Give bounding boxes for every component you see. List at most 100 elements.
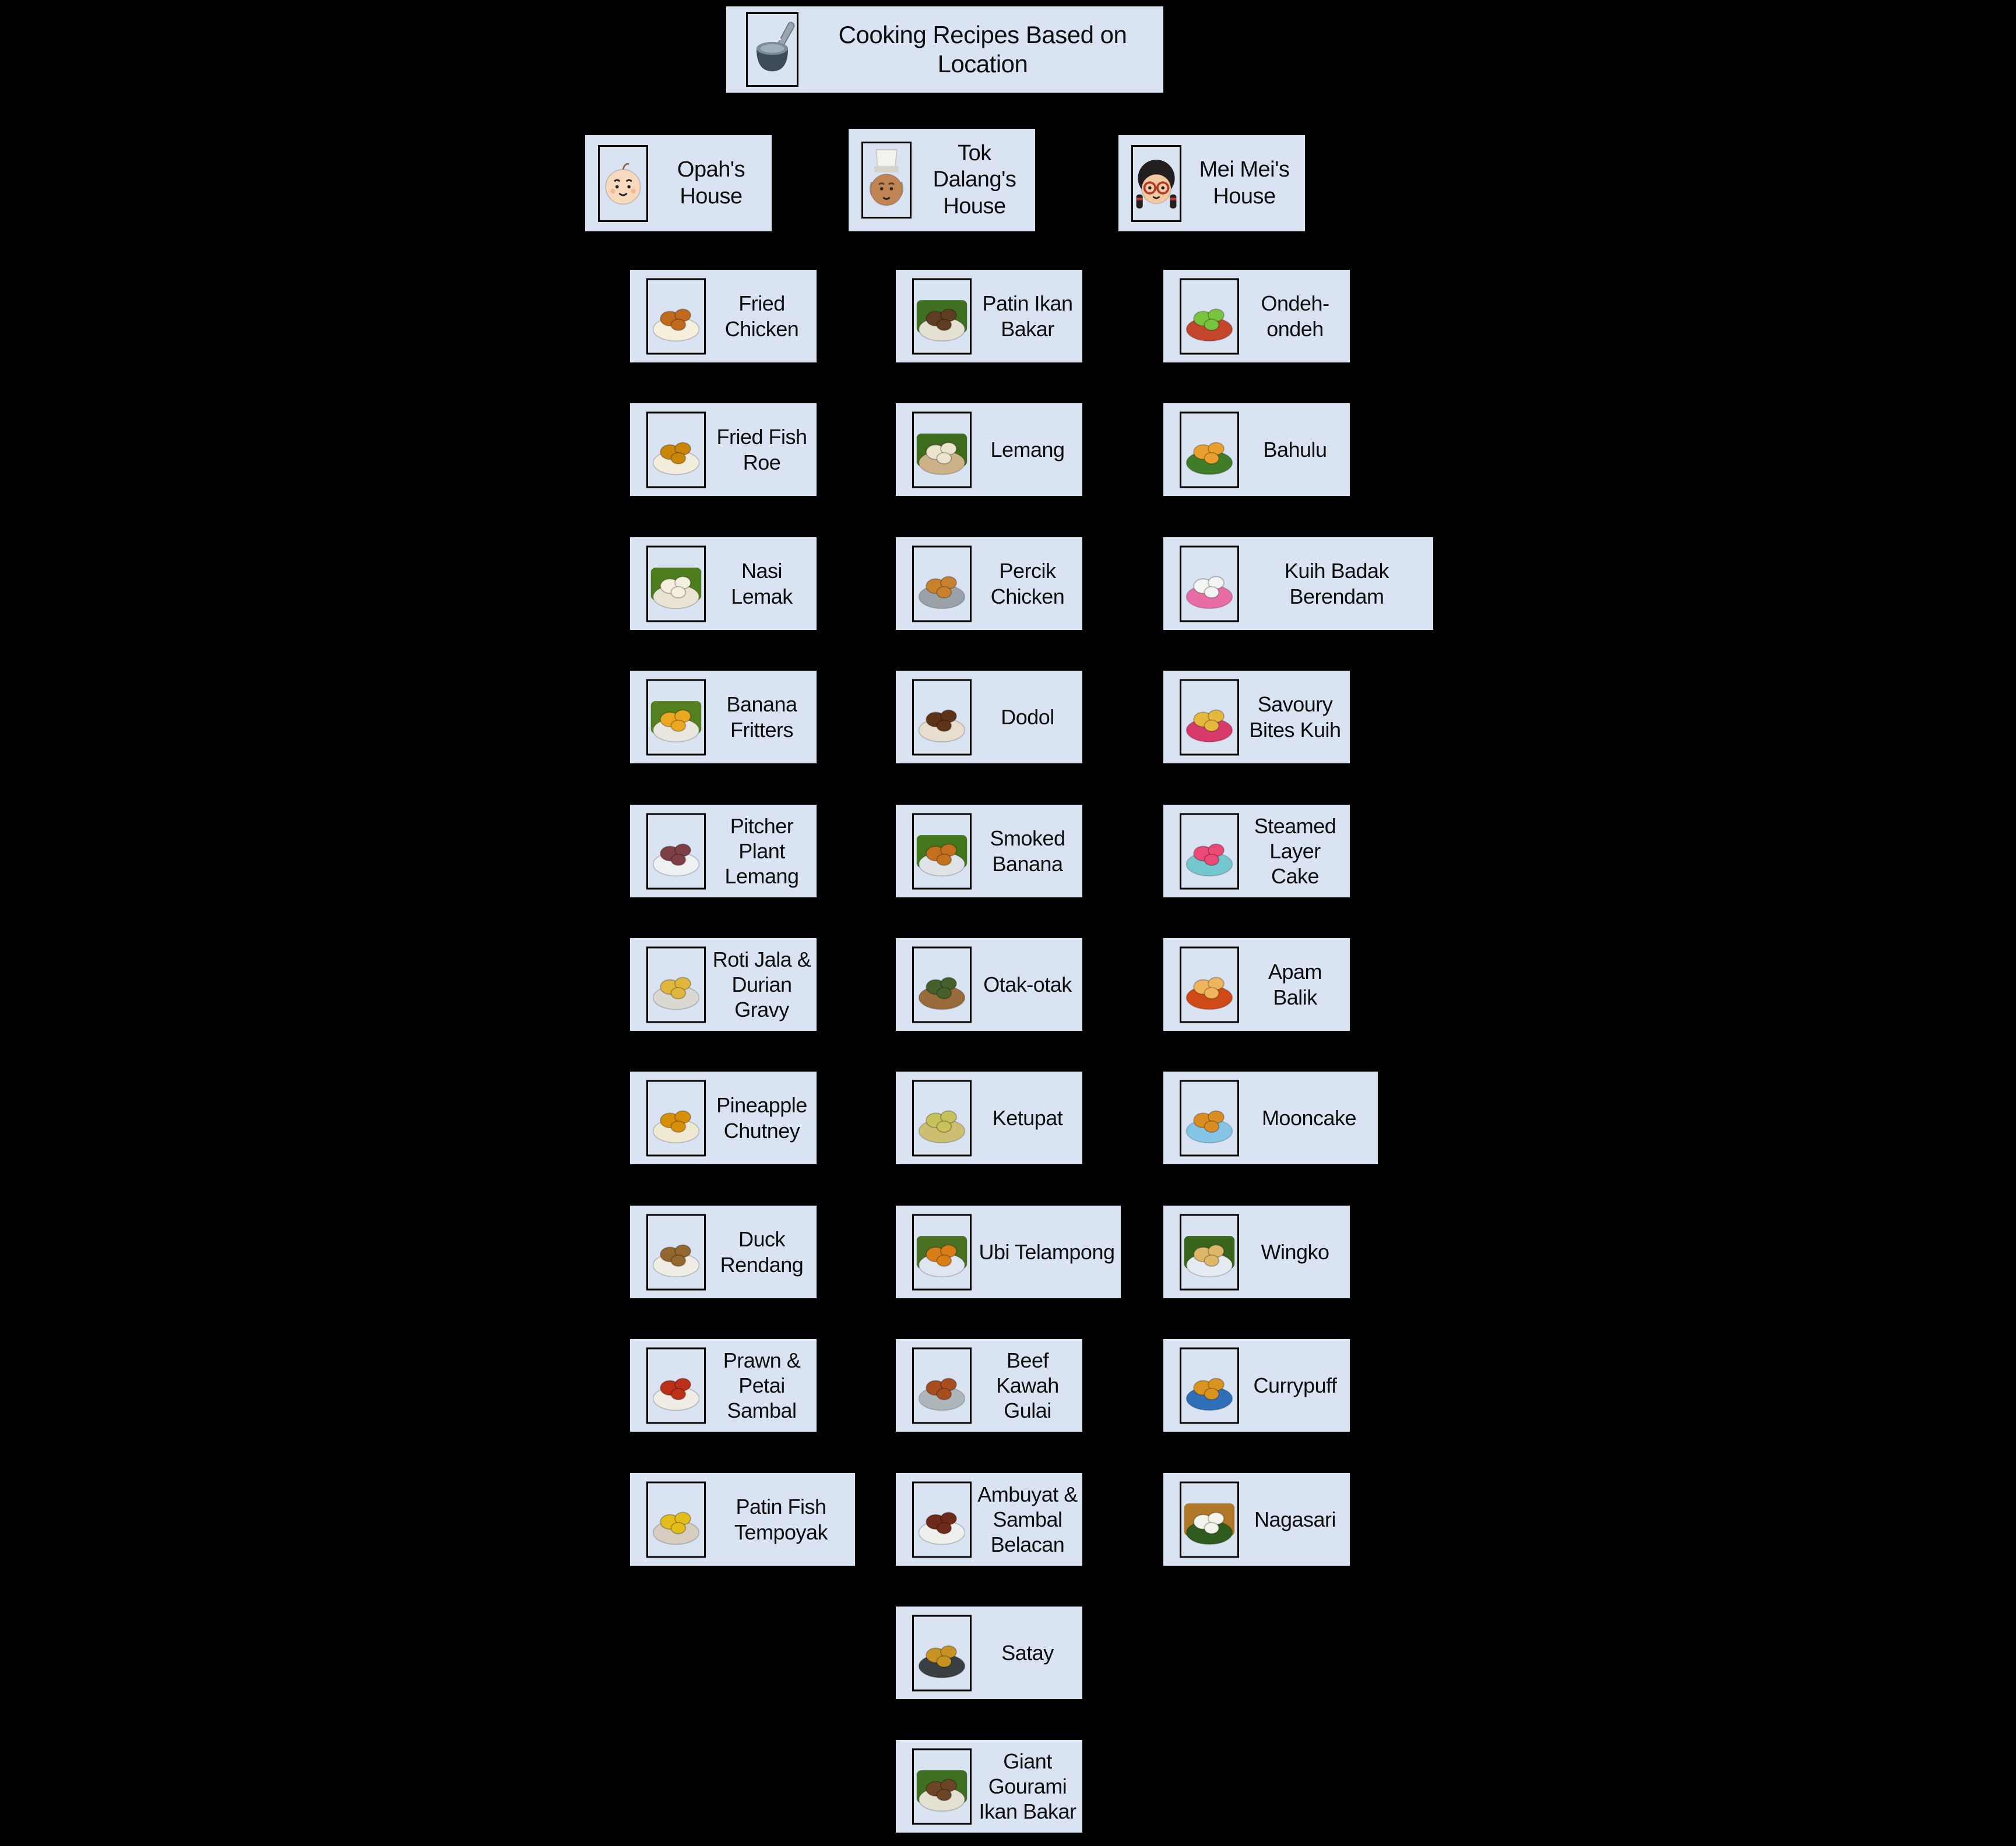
house-box-mei-mei-s-house: Mei Mei's House [1118, 135, 1305, 231]
recipe-card: Satay [896, 1607, 1082, 1699]
girl-face-icon [1131, 145, 1181, 222]
recipe-card: Percik Chicken [896, 537, 1082, 630]
recipe-label: Mooncake [1261, 1105, 1357, 1130]
recipe-label: Patin Ikan Bakar [982, 291, 1073, 341]
house-box-tok-dalang-s-house: Tok Dalang's House [849, 129, 1035, 231]
chef-elder-face-icon [861, 142, 912, 219]
recipe-label: Ambuyat & Sambal Belacan [977, 1482, 1078, 1557]
patin-fish-tempoyak-icon [646, 1481, 706, 1558]
recipe-card: Fried Chicken [630, 270, 817, 362]
recipe-card: Savoury Bites Kuih [1163, 671, 1350, 763]
recipe-label: Steamed Layer Cake [1254, 813, 1336, 889]
pitcher-plant-lemang-icon [646, 813, 706, 889]
percik-chicken-icon [912, 545, 972, 622]
recipe-card: Apam Balik [1163, 938, 1350, 1031]
recipe-label: Fried Chicken [724, 291, 799, 341]
recipe-label: Giant Gourami Ikan Bakar [979, 1749, 1076, 1824]
recipe-label: Percik Chicken [990, 559, 1065, 608]
recipe-card: Pineapple Chutney [630, 1072, 817, 1164]
recipe-label: Prawn & Petai Sambal [723, 1348, 801, 1423]
house-box-opah-s-house: Opah's House [585, 135, 772, 231]
recipe-label: Lemang [990, 437, 1065, 462]
recipe-label: Wingko [1261, 1239, 1329, 1264]
recipe-card: Steamed Layer Cake [1163, 805, 1350, 897]
pineapple-chutney-icon [646, 1080, 706, 1156]
nasi-lemak-icon [646, 545, 706, 622]
roti-jala-durian-gravy-icon [646, 946, 706, 1023]
recipe-label: Apam Balik [1268, 960, 1322, 1009]
smoked-banana-icon [912, 813, 972, 889]
recipe-label: Beef Kawah Gulai [996, 1348, 1059, 1423]
prawn-petai-sambal-icon [646, 1347, 706, 1424]
steamed-layer-cake-icon [1180, 813, 1239, 889]
recipe-label: Roti Jala & Durian Gravy [712, 947, 811, 1022]
bahulu-icon [1180, 411, 1239, 488]
recipe-card: Fried Fish Roe [630, 403, 817, 496]
recipe-card: Kuih Badak Berendam [1163, 537, 1433, 630]
house-label: Opah's House [677, 157, 745, 209]
saucepan-icon [746, 12, 798, 87]
recipe-label: Pineapple Chutney [716, 1093, 807, 1143]
recipe-card: Prawn & Petai Sambal [630, 1339, 817, 1432]
ondeh-ondeh-icon [1180, 278, 1239, 354]
ambuyat-sambal-belacan-icon [912, 1481, 972, 1558]
recipe-label: Bahulu [1263, 437, 1327, 462]
recipe-card: Otak-otak [896, 938, 1082, 1031]
recipe-card: Smoked Banana [896, 805, 1082, 897]
fried-fish-roe-icon [646, 411, 706, 488]
recipe-card: Nasi Lemak [630, 537, 817, 630]
otak-otak-icon [912, 946, 972, 1023]
patin-ikan-bakar-icon [912, 278, 972, 354]
recipe-card: Giant Gourami Ikan Bakar [896, 1740, 1082, 1833]
recipe-card: Currypuff [1163, 1339, 1350, 1432]
banana-fritters-icon [646, 679, 706, 755]
recipe-card: Mooncake [1163, 1072, 1378, 1164]
recipe-card: Lemang [896, 403, 1082, 496]
wingko-icon [1180, 1214, 1239, 1290]
duck-rendang-icon [646, 1214, 706, 1290]
recipe-label: Ondeh-ondeh [1261, 291, 1329, 341]
giant-gourami-ikan-bakar-icon [912, 1748, 972, 1824]
recipe-label: Pitcher Plant Lemang [724, 813, 799, 889]
recipe-card: Roti Jala & Durian Gravy [630, 938, 817, 1031]
title-box: Cooking Recipes Based on Location [726, 6, 1163, 93]
recipe-card: Duck Rendang [630, 1206, 817, 1298]
baby-face-icon [598, 145, 648, 222]
dodol-icon [912, 679, 972, 755]
recipe-label: Duck Rendang [720, 1227, 804, 1277]
recipe-label: Currypuff [1253, 1373, 1337, 1397]
ketupat-icon [912, 1080, 972, 1156]
house-label: Tok Dalang's House [933, 140, 1016, 219]
kuih-badak-berendam-icon [1180, 545, 1239, 622]
apam-balik-icon [1180, 946, 1239, 1023]
recipe-label: Smoked Banana [990, 826, 1065, 876]
recipe-label: Satay [1001, 1640, 1054, 1665]
currypuff-icon [1180, 1347, 1239, 1424]
recipe-label: Savoury Bites Kuih [1249, 692, 1341, 742]
recipe-card: Dodol [896, 671, 1082, 763]
ubi-telampong-icon [912, 1214, 972, 1290]
beef-kawah-gulai-icon [912, 1347, 972, 1424]
recipe-label: Nasi Lemak [731, 559, 793, 608]
recipe-label: Banana Fritters [726, 692, 797, 742]
recipe-card: Ambuyat & Sambal Belacan [896, 1473, 1082, 1566]
recipe-card: Ubi Telampong [896, 1206, 1121, 1298]
recipe-card: Patin Fish Tempoyak [630, 1473, 855, 1566]
recipe-label: Nagasari [1254, 1507, 1336, 1531]
house-label: Mei Mei's House [1199, 157, 1290, 209]
recipe-label: Fried Fish Roe [716, 425, 807, 474]
recipe-card: Ondeh-ondeh [1163, 270, 1350, 362]
lemang-icon [912, 411, 972, 488]
recipe-card: Nagasari [1163, 1473, 1350, 1566]
recipe-card: Patin Ikan Bakar [896, 270, 1082, 362]
savoury-bites-kuih-icon [1180, 679, 1239, 755]
recipe-label: Kuih Badak Berendam [1284, 559, 1389, 608]
recipe-label: Dodol [1001, 704, 1054, 729]
recipe-card: Pitcher Plant Lemang [630, 805, 817, 897]
satay-icon [912, 1615, 972, 1691]
recipe-label: Patin Fish Tempoyak [734, 1495, 828, 1544]
recipe-label: Ketupat [992, 1105, 1063, 1130]
recipe-label: Ubi Telampong [979, 1239, 1115, 1264]
recipe-card: Bahulu [1163, 403, 1350, 496]
